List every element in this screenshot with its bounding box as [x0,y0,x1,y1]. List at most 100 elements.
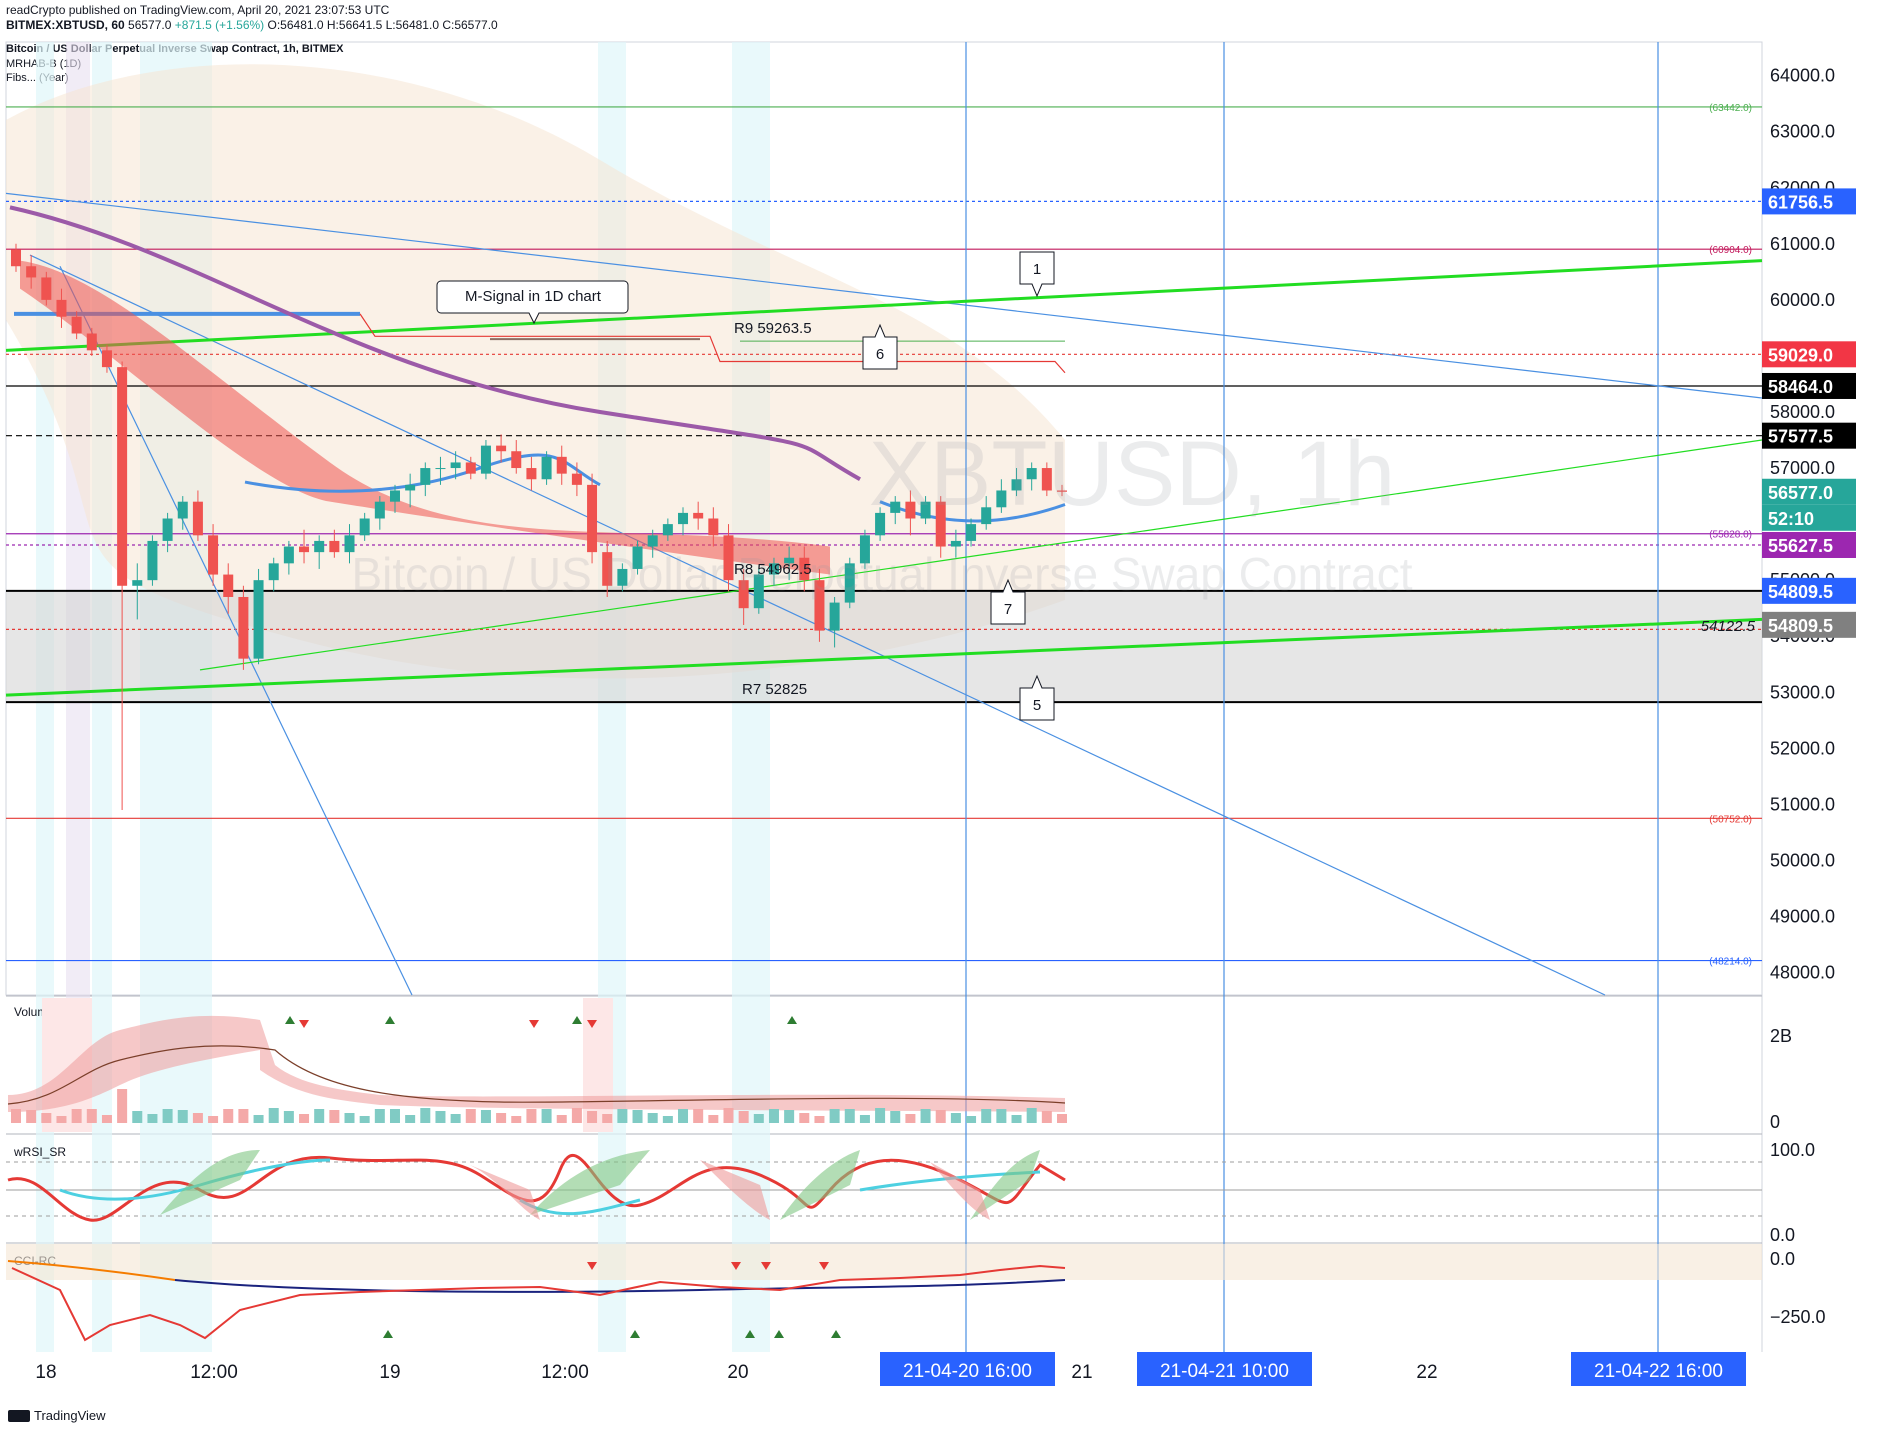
x-axis-highlight: 21-04-21 10:00 [1137,1352,1312,1386]
volume-bar [981,1109,992,1123]
fib-level-label: (48214.0) [1709,957,1752,968]
volume-bar [420,1108,431,1123]
volume-bar [905,1114,916,1123]
volume-bar [1056,1114,1068,1123]
volume-bar [374,1109,385,1123]
candle-body [162,518,173,541]
volume-bar [556,1115,567,1123]
volume-axis-tick: 2B [1770,1026,1792,1046]
marker-number: 5 [1033,697,1041,714]
volume-bar [693,1109,704,1123]
cci-signal-line [7,1260,176,1281]
price-tag-bg [1762,504,1856,531]
cci-up-arrow [745,1330,755,1338]
x-axis-tick: 19 [379,1362,400,1383]
volume-bar [890,1111,901,1123]
y-axis-tick: 52000.0 [1770,738,1835,758]
volume-bar [723,1108,734,1123]
candle-body [208,535,219,575]
candle-body [1011,479,1022,491]
y-axis-tick: 51000.0 [1770,794,1835,814]
candle-body [253,580,264,659]
candle-body [905,501,916,519]
ribbon-red [20,260,830,575]
candle-body [223,574,234,597]
candle-body [480,445,491,474]
y-axis-tick: 61000.0 [1770,234,1835,254]
volume-bar [450,1114,461,1123]
price-change: +871.5 (+1.56%) [174,18,265,32]
volume-bar [753,1114,764,1123]
volume-bar [678,1109,689,1123]
x-axis-highlight-label: 21-04-22 16:00 [1594,1361,1723,1382]
volume-bar [329,1110,340,1123]
candle-body [1026,468,1037,480]
candle-body [299,546,310,553]
x-axis-highlight-bg [880,1352,1055,1386]
fib-level-label: (50752.0) [1709,814,1752,825]
candle-body [314,540,325,553]
candle-body [814,580,825,631]
volume-bar [708,1115,719,1123]
candle-body [996,490,1007,508]
candle-body [1041,468,1052,491]
candle-body [389,490,400,502]
candle-body [238,596,249,659]
x-axis-highlight: 21-04-20 16:00 [880,1352,1055,1386]
candle-body [844,563,855,603]
marker: 6 [862,323,898,370]
signal-line-green [5,259,1763,352]
volume-bar [966,1116,977,1123]
x-axis-highlight-label: 21-04-21 10:00 [1160,1361,1289,1382]
volume-ma-line [7,1045,1066,1105]
candle-body [571,473,582,485]
volume-bar [435,1111,446,1123]
price-tag-label: 58464.0 [1768,377,1833,397]
x-axis-tick: 12:00 [541,1362,589,1383]
candle-body [435,468,446,470]
watermark-name: Bitcoin / US Dollar Perpetual Inverse Sw… [351,548,1412,600]
marker: 1 [1019,251,1055,298]
x-axis-highlight-bg [1137,1352,1312,1386]
price-tag: 52:10 [1762,504,1856,531]
volume-bar [283,1111,294,1123]
volume-bar [875,1108,886,1123]
price-tag-label: 55627.5 [1768,536,1833,556]
candle-body [784,557,795,564]
y-axis-tick: 60000.0 [1770,290,1835,310]
price-tag-bg [1762,422,1856,449]
volume-signal-down-arrow [529,1020,539,1028]
fib-level-label: (55828.0) [1709,530,1752,541]
price-tag: 61756.5 [1762,188,1856,215]
volume-bar [814,1116,825,1123]
candle-body [71,316,82,334]
candle-body [556,456,567,474]
cci-up-arrow [630,1330,640,1338]
candle-body [693,512,704,519]
candle-body [950,540,961,547]
volume-bar [541,1109,552,1123]
volume-bar [859,1115,870,1123]
volume-bar [56,1116,67,1123]
price-tag-bg [1762,611,1856,638]
marker: 7 [990,578,1026,625]
volume-bar [496,1113,507,1123]
x-axis-highlight-bg [1571,1352,1746,1386]
marker-number: 1 [1033,261,1041,278]
candle-body [678,512,689,525]
y-axis-tick: 63000.0 [1770,122,1835,142]
candle-body [541,456,552,480]
candle-body [147,540,158,581]
price-tag-label: 54809.5 [1768,616,1833,636]
volume-bar [71,1109,82,1123]
x-axis-tick: 21 [1071,1362,1092,1383]
range-box [6,590,1762,703]
price-tag: 54809.5 [1762,577,1856,604]
tradingview-brand: TradingView [34,1408,106,1423]
volume-bar [587,1111,598,1123]
rsi-axis-tick: 0.0 [1770,1225,1795,1245]
candle-body [268,563,279,581]
volume-bar [632,1110,643,1123]
cci-line [11,1264,1066,1342]
